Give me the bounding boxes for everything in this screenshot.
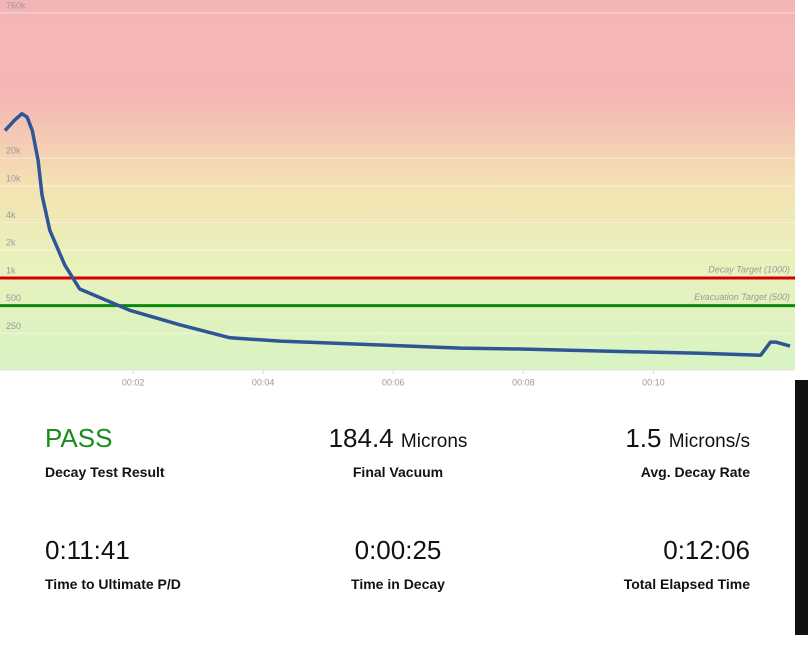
stat-value: 184.4 — [328, 423, 394, 453]
stat-label: Time to Ultimate P/D — [45, 576, 181, 592]
reference-label: Evacuation Target (500) — [694, 292, 790, 302]
stat-value: 0:12:06 — [663, 535, 750, 565]
x-tick-label: 00:02 — [122, 377, 145, 387]
stat: PASS Decay Test Result — [45, 423, 305, 480]
stat-value: PASS — [45, 423, 113, 453]
stat-label: Decay Test Result — [45, 464, 165, 480]
stat-value: 0:11:41 — [45, 535, 130, 565]
stat-value-row: 0:11:41 — [45, 535, 305, 566]
x-tick-label: 00:08 — [512, 377, 535, 387]
y-tick-label: 250 — [6, 321, 21, 331]
stat-value-row: 0:12:06 — [490, 535, 750, 566]
y-tick-label: 1k — [6, 265, 16, 275]
stat-unit: Microns/s — [668, 431, 750, 452]
y-tick-label: 20k — [6, 146, 21, 156]
chart-background — [0, 0, 795, 370]
stat: 0:12:06 Total Elapsed Time — [490, 535, 750, 592]
stat-label: Total Elapsed Time — [623, 576, 750, 592]
stat-value-row: 0:00:25 — [268, 535, 528, 566]
x-tick-label: 00:04 — [252, 377, 275, 387]
stat: 184.4 Microns Final Vacuum — [268, 423, 528, 480]
chart: 760k 20k 10k 4k 2k 1k 500 250 00:02 00:04 00:06 00:… — [0, 0, 795, 387]
y-tick-label: 4k — [6, 210, 16, 220]
stat-label: Final Vacuum — [352, 464, 444, 480]
x-tick-label: 00:06 — [382, 377, 405, 387]
stat-unit: Microns — [400, 431, 468, 452]
stat-value-row: PASS — [45, 423, 305, 454]
stat-label: Time in Decay — [351, 576, 445, 592]
stat-value: 0:00:25 — [354, 535, 442, 565]
stat: 0:00:25 Time in Decay — [268, 535, 528, 592]
stat: 1.5 Microns/s Avg. Decay Rate — [490, 423, 750, 480]
reference-label: Decay Target (1000) — [708, 264, 790, 274]
stat-value-row: 184.4 Microns — [268, 423, 528, 454]
y-tick-label: 10k — [6, 173, 21, 183]
y-tick-label: 500 — [6, 293, 21, 303]
y-tick-label: 2k — [6, 238, 16, 248]
y-tick-label: 760k — [6, 0, 26, 10]
stat-value-row: 1.5 Microns/s — [490, 423, 750, 454]
scrollbar — [795, 380, 808, 635]
stat: 0:11:41 Time to Ultimate P/D — [45, 535, 305, 592]
x-tick-label: 00:10 — [642, 377, 665, 387]
stat-value: 1.5 — [625, 423, 662, 453]
line-series — [3, 111, 791, 357]
stat-label: Avg. Decay Rate — [640, 464, 750, 480]
